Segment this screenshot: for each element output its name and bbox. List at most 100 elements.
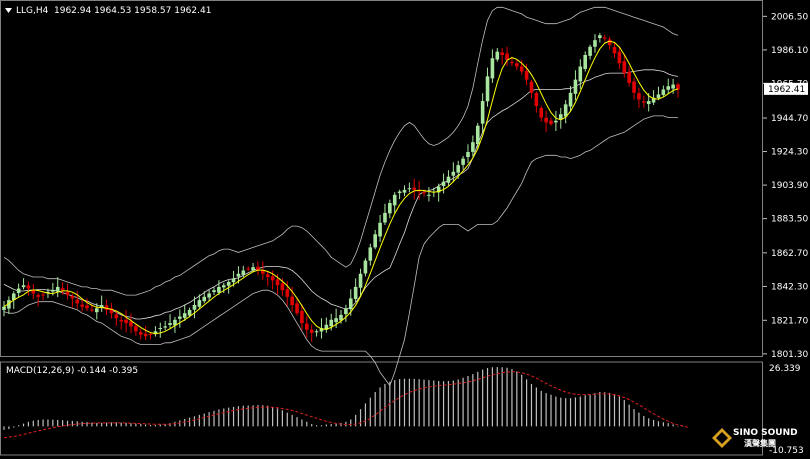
candle bbox=[407, 182, 412, 193]
current-price-tag: 1962.41 bbox=[764, 82, 808, 95]
candle bbox=[300, 304, 304, 331]
candle bbox=[70, 293, 75, 308]
chart-frame bbox=[0, 0, 763, 456]
moving-average-line bbox=[3, 40, 679, 335]
candle bbox=[109, 302, 114, 319]
upper-band bbox=[3, 6, 679, 296]
candle bbox=[344, 304, 348, 322]
candle bbox=[471, 135, 475, 157]
ohlc-label: 1962.94 1964.53 1958.57 1962.41 bbox=[54, 6, 211, 16]
candle bbox=[495, 48, 500, 62]
candle bbox=[383, 203, 387, 226]
candle bbox=[598, 32, 602, 43]
candle bbox=[182, 304, 187, 321]
candle bbox=[412, 178, 417, 200]
candle bbox=[7, 296, 11, 314]
macd-axis-top: 26.339 bbox=[769, 364, 801, 374]
macd-panel-border bbox=[0, 361, 763, 456]
candle bbox=[358, 268, 363, 297]
candle bbox=[202, 291, 207, 304]
candle bbox=[529, 80, 534, 99]
candle bbox=[353, 278, 358, 303]
candle bbox=[256, 261, 260, 276]
candle bbox=[607, 36, 612, 50]
candle bbox=[114, 310, 119, 326]
candle bbox=[236, 266, 241, 284]
price-tick-label: 1883.50 bbox=[771, 215, 808, 225]
candle bbox=[31, 283, 36, 300]
candle bbox=[178, 309, 182, 328]
price-tick-label: 1801.30 bbox=[771, 350, 808, 360]
candle bbox=[534, 91, 539, 113]
candle bbox=[241, 265, 246, 278]
candle bbox=[314, 329, 319, 337]
candle bbox=[402, 185, 407, 197]
candle bbox=[436, 183, 441, 202]
candle bbox=[451, 162, 456, 183]
macd-panel[interactable] bbox=[3, 367, 688, 439]
macd-histogram bbox=[3, 367, 684, 430]
candle bbox=[129, 313, 133, 334]
candle bbox=[85, 298, 89, 312]
price-tick-label: 1821.70 bbox=[771, 316, 808, 326]
candle bbox=[549, 117, 553, 126]
candle bbox=[632, 77, 636, 100]
candle bbox=[41, 291, 45, 301]
candle bbox=[246, 266, 251, 272]
logo-text-cn: 漢聲集團 bbox=[744, 438, 776, 448]
candle bbox=[138, 328, 143, 340]
candle bbox=[500, 47, 504, 65]
price-tick-label: 1924.30 bbox=[771, 148, 808, 158]
candle bbox=[676, 82, 680, 98]
candle bbox=[26, 281, 31, 296]
candle bbox=[510, 56, 514, 67]
candle bbox=[368, 243, 373, 266]
main-panel-border bbox=[0, 0, 763, 357]
sino-sound-logo: SINO SOUND 漢聲集團 bbox=[712, 428, 798, 448]
candle bbox=[388, 199, 392, 219]
candle bbox=[148, 332, 153, 340]
candle bbox=[16, 283, 21, 298]
candle bbox=[490, 49, 495, 83]
candle bbox=[578, 59, 583, 89]
candle bbox=[197, 294, 202, 309]
candle bbox=[588, 44, 592, 60]
price-tick-label: 1903.90 bbox=[771, 181, 808, 191]
candle bbox=[505, 46, 509, 67]
bollinger-bands bbox=[3, 6, 679, 387]
candle bbox=[163, 320, 167, 331]
price-axis: 2006.501986.101965.701944.701924.301903.… bbox=[763, 12, 808, 360]
candle bbox=[485, 67, 490, 107]
candle bbox=[226, 280, 231, 294]
candle bbox=[378, 215, 382, 242]
candle bbox=[475, 122, 480, 149]
candle bbox=[466, 144, 470, 163]
price-panel[interactable] bbox=[2, 6, 680, 387]
candle bbox=[637, 87, 641, 109]
candle bbox=[99, 295, 104, 312]
candle bbox=[602, 34, 607, 42]
candle bbox=[583, 51, 588, 72]
candle bbox=[622, 54, 627, 78]
candle bbox=[21, 278, 26, 290]
candle bbox=[651, 90, 656, 106]
candle bbox=[544, 110, 548, 132]
price-tick-label: 1986.10 bbox=[771, 46, 808, 56]
candle bbox=[55, 277, 60, 298]
chart-header: LLG,H4 1962.94 1964.53 1958.57 1962.41 bbox=[5, 6, 211, 16]
candle bbox=[2, 300, 6, 317]
dropdown-triangle-icon[interactable] bbox=[5, 8, 12, 13]
candle bbox=[119, 316, 124, 330]
price-tick-label: 2006.50 bbox=[771, 12, 808, 22]
macd-signal-line bbox=[3, 371, 688, 439]
candle bbox=[441, 173, 446, 194]
candle bbox=[221, 282, 226, 293]
lower-band bbox=[3, 115, 678, 387]
candle bbox=[617, 46, 622, 70]
candle bbox=[124, 310, 128, 333]
candle bbox=[173, 316, 177, 333]
candle bbox=[104, 299, 109, 316]
candle bbox=[480, 93, 485, 133]
candle bbox=[212, 287, 216, 296]
